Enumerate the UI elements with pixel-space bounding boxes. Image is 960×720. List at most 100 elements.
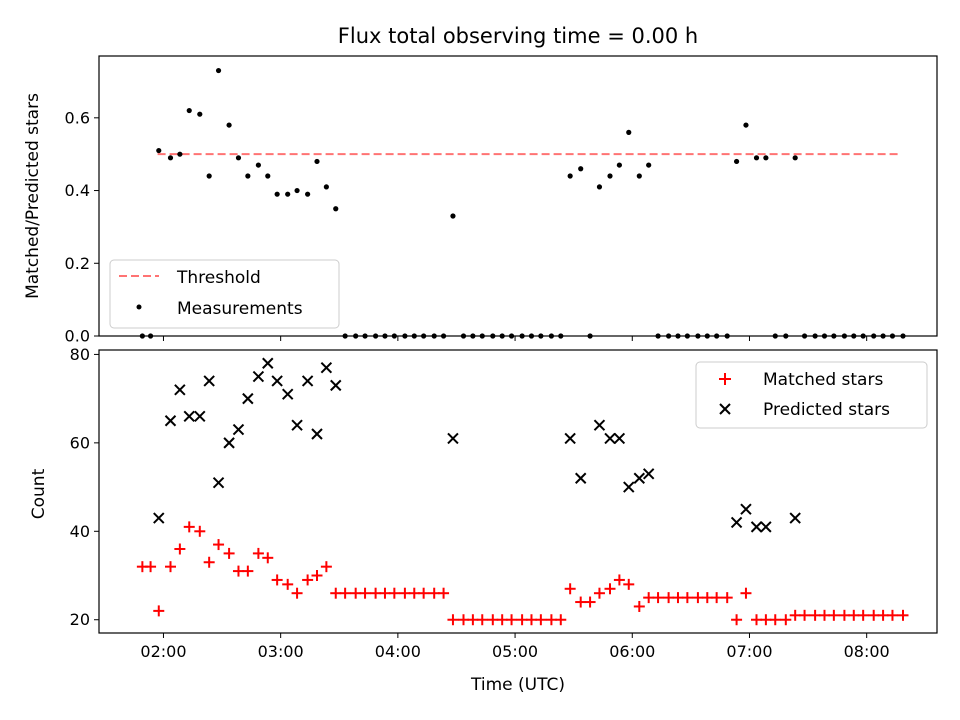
marker-stroke: [194, 410, 206, 423]
predicted-star-point: [564, 432, 576, 445]
measurement-point: [323, 184, 329, 190]
matched-star-point: [418, 587, 430, 599]
ratio-y-tick-label: 0.6: [65, 108, 90, 127]
predicted-star-point: [623, 481, 635, 493]
matched-star-point: [809, 609, 821, 621]
measurement-point: [156, 147, 162, 154]
matched-star-point: [760, 614, 772, 626]
marker-stroke: [223, 437, 235, 449]
measurement-point: [607, 173, 613, 179]
measurement-point: [245, 173, 251, 179]
marker-stroke: [281, 388, 294, 400]
x-tick-label: 03:00: [258, 642, 304, 661]
matched-star-point: [584, 596, 596, 608]
matched-star-point: [593, 587, 605, 599]
marker-stroke: [740, 503, 752, 515]
marker-stroke: [730, 516, 743, 529]
matched-star-point: [223, 547, 235, 559]
matched-star-point: [428, 587, 440, 599]
marker-stroke: [153, 512, 165, 524]
predicted-star-point: [311, 428, 323, 440]
matched-star-point: [467, 614, 479, 626]
measurement-point: [285, 191, 291, 197]
matched-star-point: [877, 609, 889, 621]
marker-stroke: [760, 521, 772, 533]
predicted-star-point: [262, 357, 274, 369]
predicted-star-point: [183, 410, 195, 423]
predicted-star-point: [760, 521, 772, 533]
count-x-axis: 02:00 03:00 04:00 05:00 06:00 07:00 08:00: [140, 633, 890, 661]
ratio-legend-box: [109, 259, 340, 329]
matched-star-point: [320, 561, 332, 573]
count-y-tick-label: 60: [70, 433, 90, 452]
marker-stroke: [604, 432, 616, 445]
count-y-tick-label: 80: [70, 345, 90, 364]
ratio-y-axis: 0.0 0.2 0.4 0.6: [65, 108, 99, 346]
matched-star-point: [711, 592, 723, 604]
chart-title: Flux total observing time = 0.00 h: [338, 24, 698, 48]
count-plot-frame: [98, 349, 938, 634]
measurement-point: [636, 173, 642, 179]
legend-measurements-swatch: [136, 304, 142, 310]
marker-stroke: [262, 357, 274, 369]
matched-star-point: [194, 525, 206, 537]
marker-stroke: [623, 481, 635, 493]
predicted-star-point: [291, 419, 303, 431]
measurement-point: [763, 155, 769, 161]
predicted-star-point: [203, 375, 215, 387]
matched-star-point: [388, 587, 400, 599]
marker-stroke: [574, 472, 587, 484]
x-tick-label: 04:00: [375, 642, 421, 661]
measurement-point: [305, 191, 311, 197]
legend-matched-swatch: [719, 373, 731, 385]
predicted-star-point: [271, 375, 283, 387]
predicted-star-point: [174, 384, 186, 396]
predicted-star-point: [574, 472, 587, 484]
ratio-y-tick-label: 0.0: [65, 327, 90, 346]
x-tick-label: 05:00: [492, 642, 538, 661]
matched-star-point: [330, 587, 342, 599]
predicted-star-point: [750, 521, 763, 533]
ratio-legend: Threshold Measurements: [109, 259, 340, 329]
matched-star-point: [525, 614, 537, 626]
predicted-star-point: [212, 476, 225, 489]
predicted-star-point: [301, 375, 314, 387]
matched-star-point: [692, 592, 704, 604]
measurement-point: [753, 155, 760, 161]
measurement-point: [646, 162, 652, 168]
predicted-star-point: [730, 516, 743, 529]
matched-star-point: [643, 592, 655, 604]
measurement-points: [139, 67, 906, 339]
matched-star-point: [672, 592, 684, 604]
matched-star-point: [183, 521, 195, 533]
matched-star-point: [359, 587, 371, 599]
marker-stroke: [447, 432, 459, 445]
x-tick-label: 07:00: [726, 642, 772, 661]
predicted-star-point: [223, 437, 235, 449]
legend-predicted-label: Predicted stars: [763, 400, 890, 420]
matched-star-point: [701, 592, 713, 604]
measurement-point: [333, 206, 339, 212]
x-tick-label: 08:00: [844, 642, 890, 661]
matched-star-point: [370, 587, 382, 599]
matched-star-point: [613, 574, 625, 586]
matched-star-point: [282, 578, 294, 590]
matched-star-point: [681, 592, 693, 604]
matched-star-point: [271, 574, 283, 586]
matched-star-point: [145, 561, 157, 573]
marker-stroke: [242, 392, 254, 405]
count-points: [136, 357, 909, 626]
predicted-star-point: [642, 468, 655, 480]
matched-star-point: [252, 547, 264, 559]
matched-star-point: [379, 587, 391, 599]
matched-star-point: [633, 600, 645, 612]
count-y-tick-label: 20: [70, 610, 90, 629]
matched-star-point: [799, 609, 811, 621]
matched-star-point: [751, 614, 763, 626]
matched-star-point: [438, 587, 450, 599]
matched-star-point: [652, 592, 664, 604]
marker-stroke: [291, 419, 303, 431]
marker-stroke: [613, 432, 626, 445]
count-y-axis: 20 40 60 80: [70, 345, 99, 629]
marker-stroke: [593, 419, 606, 431]
